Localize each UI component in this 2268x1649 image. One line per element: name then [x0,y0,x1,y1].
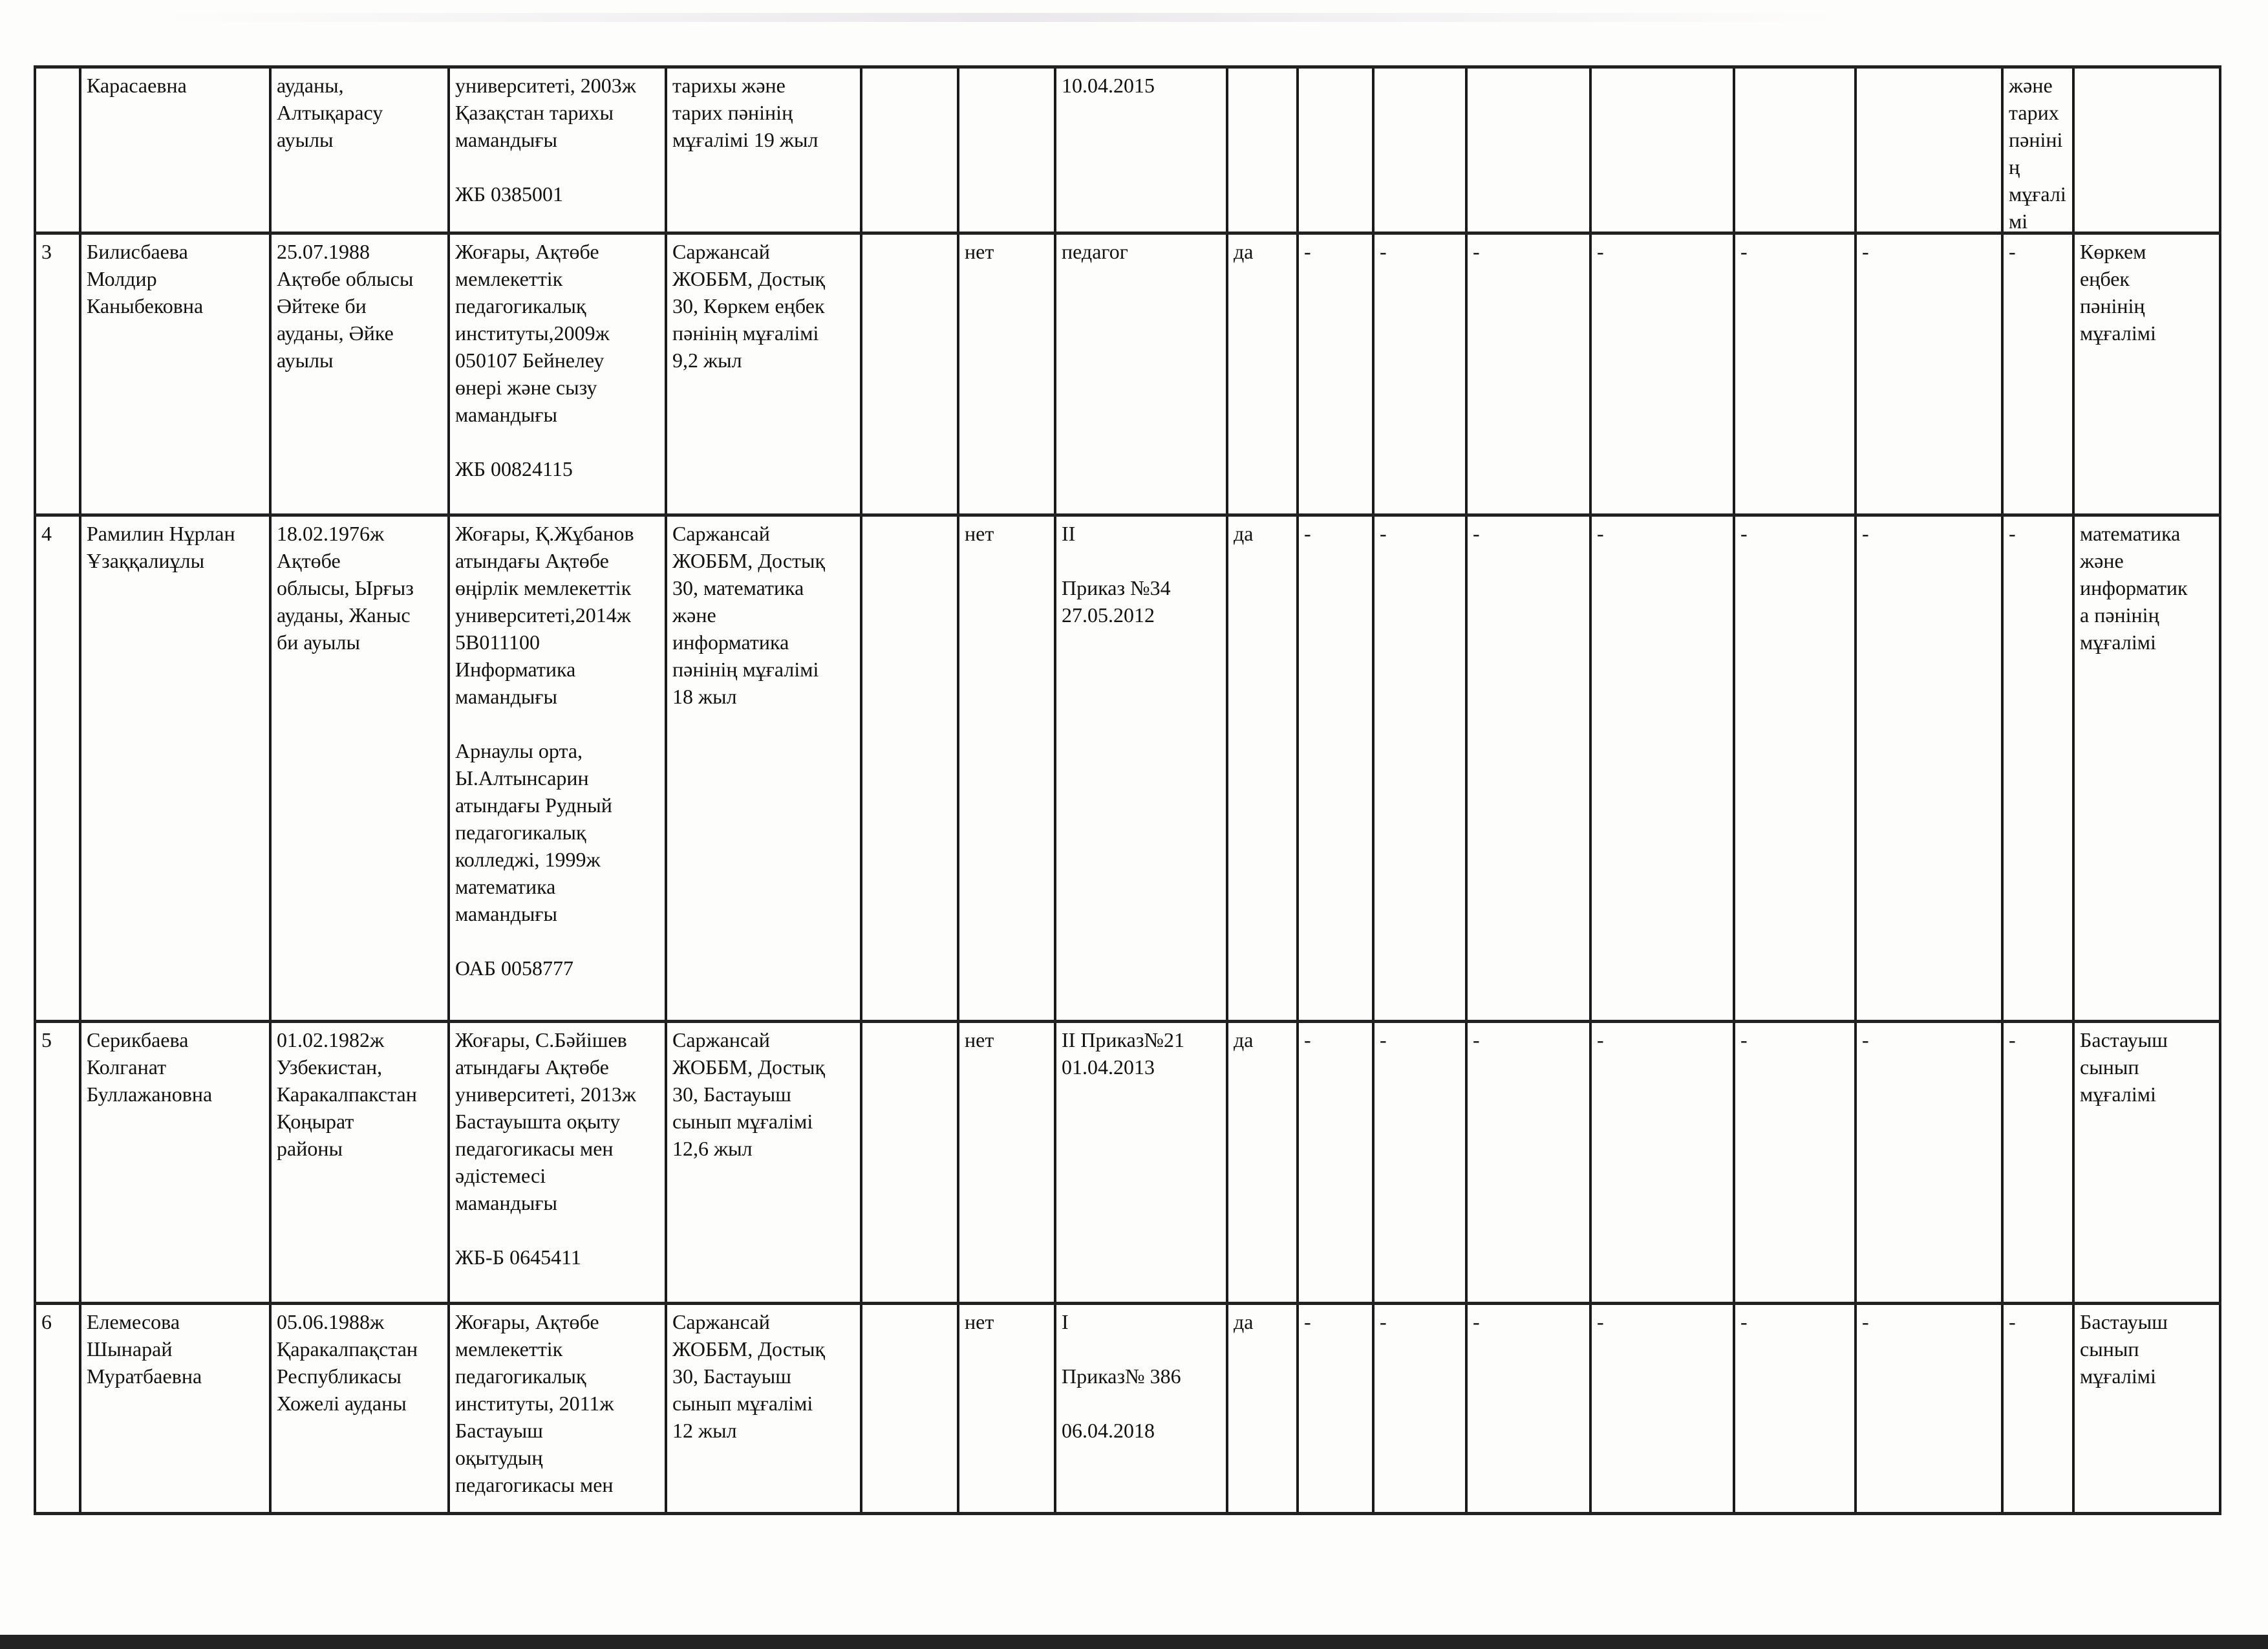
table-cell: математика және информатик а пәнінің мұғ… [2080,522,2188,654]
scan-edge [0,1635,2268,1649]
table-cell: - [1597,522,1604,545]
table-cell: - [1304,1028,1311,1051]
table-cell: Жоғары, Ақтөбе мемлекеттік педагогикалық… [455,240,610,480]
table-cell: университеті, 2003ж Қазақстан тарихы мам… [455,74,636,206]
table-cell: Саржансай ЖОББМ, Достық 30, математика ж… [672,522,826,708]
table-cell: - [1862,1310,1869,1333]
table-cell: - [1304,1310,1311,1333]
table-cell: - [1304,240,1311,263]
table-cell: - [1473,1028,1480,1051]
table-cell: - [1740,1028,1748,1051]
scan-smudge [162,13,1843,22]
table-cell: да [1234,1310,1254,1333]
table-cell: 01.02.1982ж Узбекистан, Каракалпакстан Қ… [277,1028,417,1160]
table-cell: - [1740,522,1748,545]
table-cell: да [1234,1028,1254,1051]
table-cell: - [2009,240,2016,263]
table-cell: - [1473,240,1480,263]
table-cell: I Приказ№ 386 06.04.2018 [1062,1310,1181,1442]
table-cell: Рамилин Нұрлан Ұзаққалиұлы [87,522,235,572]
column-border [2072,65,2075,1514]
table-cell: нет [965,1028,994,1051]
table-cell: 4 [41,522,52,545]
table-cell: Саржансай ЖОББМ, Достық 30, Көркем еңбек… [672,240,826,372]
column-border [1372,65,1375,1514]
row-border [34,513,2221,517]
table-cell: Карасаевна [87,74,187,97]
table-cell: II Приказ№21 01.04.2013 [1062,1028,1184,1079]
row-border [34,1020,2221,1023]
table-cell: - [1597,1310,1604,1333]
column-border [1733,65,1735,1514]
row-border [34,1302,2221,1305]
table-cell: да [1234,240,1254,263]
table-cell: Жоғары, С.Бәйішев атындағы Ақтөбе универ… [455,1028,636,1269]
column-border [1296,65,1299,1514]
column-border [1854,65,1857,1514]
table-cell: Саржансай ЖОББМ, Достық 30, Бастауыш сын… [672,1028,826,1160]
table-cell: Елемесова Шынарай Муратбаевна [87,1310,202,1388]
column-border [1054,65,1056,1514]
table-cell: 18.02.1976ж Ақтөбе облысы, Ырғыз ауданы,… [277,522,414,654]
table-cell: - [1862,1028,1869,1051]
column-border [2219,65,2221,1514]
table-cell: - [1862,522,1869,545]
column-border [2001,65,2004,1514]
table-cell: педагог [1062,240,1128,263]
table-cell: - [1597,1028,1604,1051]
column-border [269,65,272,1514]
column-border [447,65,450,1514]
table-cell: және тарих пәнінің мұғалімі [2009,74,2066,233]
table-cell: Жоғары, Қ.Жұбанов атындағы Ақтөбе өңірлі… [455,522,634,980]
table-cell: Жоғары, Ақтөбе мемлекеттік педагогикалық… [455,1310,614,1496]
table-cell: 25.07.1988 Ақтөбе облысы Әйтеке би аудан… [277,240,414,372]
column-border [1226,65,1228,1514]
column-border [1589,65,1592,1514]
table-cell: тарихы және тарих пәнінің мұғалімі 19 жы… [672,74,818,151]
column-border [860,65,862,1514]
table-cell: Саржансай ЖОББМ, Достық 30, Бастауыш сын… [672,1310,826,1442]
table-cell: 6 [41,1310,52,1333]
table-cell: ауданы, Алтықарасу ауылы [277,74,383,151]
table-cell: - [2009,522,2016,545]
row-border [34,1512,2221,1515]
table-cell: 10.04.2015 [1062,74,1155,97]
table-cell: - [1304,522,1311,545]
table-cell: - [2009,1028,2016,1051]
column-border [665,65,667,1514]
column-border [79,65,81,1514]
column-border [1465,65,1468,1514]
table-cell: Билисбаева Молдир Каныбековна [87,240,204,318]
table-cell: нет [965,240,994,263]
table-cell: - [1597,240,1604,263]
table-cell: нет [965,522,994,545]
row-border [34,232,2221,235]
table-cell: - [1862,240,1869,263]
table-cell: - [1380,1310,1387,1333]
table-cell: Көркем еңбек пәнінің мұғалімі [2080,240,2156,345]
table-cell: да [1234,522,1254,545]
table-cell: 5 [41,1028,52,1051]
table-cell: - [1740,240,1748,263]
table-cell: - [1380,1028,1387,1051]
row-border [34,65,2221,69]
table-cell: нет [965,1310,994,1333]
table-cell: - [1380,240,1387,263]
table-cell: 3 [41,240,52,263]
table-cell: - [2009,1310,2016,1333]
table-cell: - [1380,522,1387,545]
table-cell: - [1473,522,1480,545]
table-cell: Бастауыш сынып мұғалімі [2080,1310,2168,1388]
table-cell: 05.06.1988ж Қаракалпақстан Республикасы … [277,1310,418,1415]
table-cell: - [1740,1310,1748,1333]
table-cell: Серикбаева Колганат Буллажановна [87,1028,213,1106]
table-cell: Бастауыш сынып мұғалімі [2080,1028,2168,1106]
table-cell: - [1473,1310,1480,1333]
column-border [957,65,959,1514]
column-border [34,65,36,1514]
table-cell: II Приказ №34 27.05.2012 [1062,522,1171,627]
